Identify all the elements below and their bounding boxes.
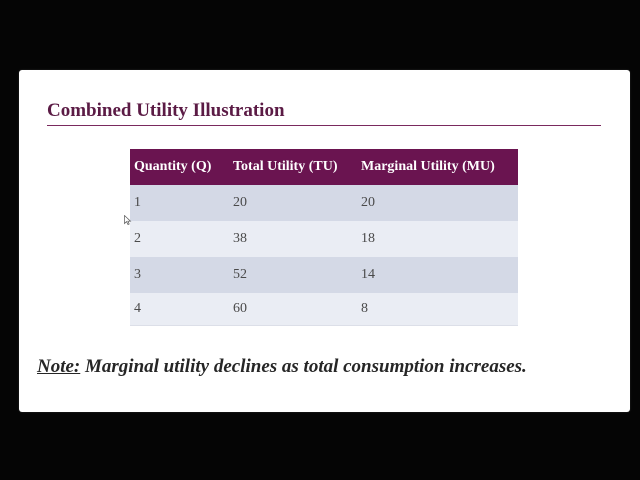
slide-title: Combined Utility Illustration xyxy=(47,100,285,121)
cell-marginal-utility: 18 xyxy=(357,221,518,257)
utility-table: Quantity (Q) Total Utility (TU) Marginal… xyxy=(130,149,518,326)
cell-total-utility: 60 xyxy=(229,293,357,326)
cell-quantity: 2 xyxy=(130,221,229,257)
cell-total-utility: 20 xyxy=(229,185,357,221)
slide: Combined Utility Illustration Quantity (… xyxy=(19,70,630,412)
cell-quantity: 3 xyxy=(130,257,229,293)
table-header-row: Quantity (Q) Total Utility (TU) Marginal… xyxy=(130,149,518,185)
table-row: 1 20 20 xyxy=(130,185,518,221)
footnote: Note: Marginal utility declines as total… xyxy=(37,356,527,378)
table-row: 4 60 8 xyxy=(130,293,518,326)
table-row: 3 52 14 xyxy=(130,257,518,293)
note-text: Marginal utility declines as total consu… xyxy=(80,356,527,377)
cell-marginal-utility: 14 xyxy=(357,257,518,293)
cell-marginal-utility: 8 xyxy=(357,293,518,326)
note-label: Note: xyxy=(37,356,81,377)
header-total-utility: Total Utility (TU) xyxy=(229,149,357,185)
cell-total-utility: 38 xyxy=(229,221,357,257)
header-marginal-utility: Marginal Utility (MU) xyxy=(357,149,518,185)
mouse-pointer-icon xyxy=(124,215,132,225)
table-row: 2 38 18 xyxy=(130,221,518,257)
cell-marginal-utility: 20 xyxy=(357,185,518,221)
cell-total-utility: 52 xyxy=(229,257,357,293)
header-quantity: Quantity (Q) xyxy=(130,149,229,185)
cell-quantity: 1 xyxy=(130,185,229,221)
cell-quantity: 4 xyxy=(130,293,229,326)
title-divider xyxy=(47,125,601,126)
